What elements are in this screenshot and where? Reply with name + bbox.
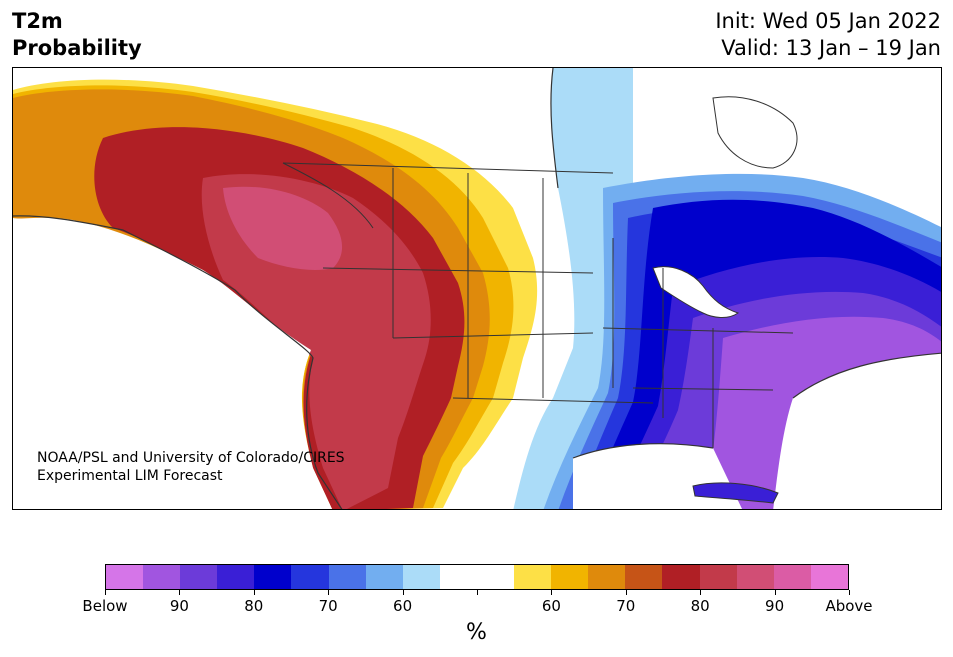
- colorbar-swatch: [402, 565, 440, 589]
- colorbar-tick: [477, 590, 478, 595]
- colorbar-tick: [105, 590, 106, 595]
- colorbar-tick: [402, 590, 404, 595]
- colorbar-tick: [700, 590, 702, 595]
- cuba: [692, 482, 779, 504]
- above-region-pink: [223, 186, 343, 270]
- colorbar-tick: [328, 590, 330, 595]
- colorbar-swatch: [662, 565, 700, 589]
- credit-line-2: Experimental LIM Forecast: [37, 468, 223, 484]
- map-credit: NOAA/PSL and University of Colorado/CIRE…: [37, 449, 345, 485]
- colorbar-unit: %: [466, 620, 487, 645]
- colorbar-swatch: [810, 565, 848, 589]
- atlantic-ocean: [773, 353, 941, 509]
- colorbar-swatch: [365, 565, 403, 589]
- colorbar-tick: [625, 590, 627, 595]
- probability-map: [12, 67, 942, 510]
- great-lakes: [652, 266, 740, 318]
- colorbar-swatch: [328, 565, 366, 589]
- colorbar-tick-label: 90: [765, 597, 785, 615]
- colorbar-swatch: [588, 565, 626, 589]
- colorbar-tick-label: Below: [82, 597, 128, 615]
- valid-dates: Valid: 13 Jan – 19 Jan: [721, 36, 941, 60]
- colorbar: [105, 564, 849, 590]
- colorbar-tick: [551, 590, 553, 595]
- map-title: T2m Probability: [12, 8, 142, 62]
- map-canvas: [13, 68, 941, 509]
- colorbar-swatch: [551, 565, 589, 589]
- colorbar-swatch: [143, 565, 181, 589]
- colorbar-tick-label: 90: [169, 597, 189, 615]
- colorbar-swatch: [625, 565, 663, 589]
- coastlines: [13, 68, 941, 509]
- title-line-1: T2m: [12, 9, 63, 33]
- pacific-ocean: [13, 217, 333, 509]
- colorbar-tick: [253, 590, 255, 595]
- colorbar-tick-label: 70: [616, 597, 636, 615]
- credit-line-1: NOAA/PSL and University of Colorado/CIRE…: [37, 450, 345, 466]
- colorbar-swatch: [180, 565, 218, 589]
- colorbar-swatch: [291, 565, 329, 589]
- colorbar-swatch: [106, 565, 144, 589]
- colorbar-swatch: [736, 565, 774, 589]
- colorbar-swatch: [476, 565, 515, 589]
- colorbar-tick: [849, 590, 850, 595]
- colorbar-tick: [179, 590, 181, 595]
- state-borders: [282, 162, 794, 448]
- colorbar-tick-label: 80: [690, 597, 710, 615]
- colorbar-tick-label: 80: [244, 597, 264, 615]
- forecast-dates: Init: Wed 05 Jan 2022 Valid: 13 Jan – 19…: [715, 8, 941, 62]
- colorbar-tick: [774, 590, 776, 595]
- colorbar-tick-label: 60: [541, 597, 561, 615]
- colorbar-swatch: [254, 565, 292, 589]
- colorbar-swatch: [217, 565, 255, 589]
- colorbar-tick-label: 60: [393, 597, 413, 615]
- title-line-2: Probability: [12, 36, 142, 60]
- hudson-bay: [712, 96, 798, 169]
- colorbar-swatch: [699, 565, 737, 589]
- colorbar-swatch: [773, 565, 811, 589]
- colorbar-tick-label: 70: [318, 597, 338, 615]
- init-date: Init: Wed 05 Jan 2022: [715, 9, 941, 33]
- colorbar-tick-label: Above: [825, 597, 873, 615]
- colorbar-labels: Below 90 80 70 60 60 70 80 90 Above: [82, 597, 872, 617]
- colorbar-swatch: [514, 565, 552, 589]
- colorbar-swatch: [439, 565, 477, 589]
